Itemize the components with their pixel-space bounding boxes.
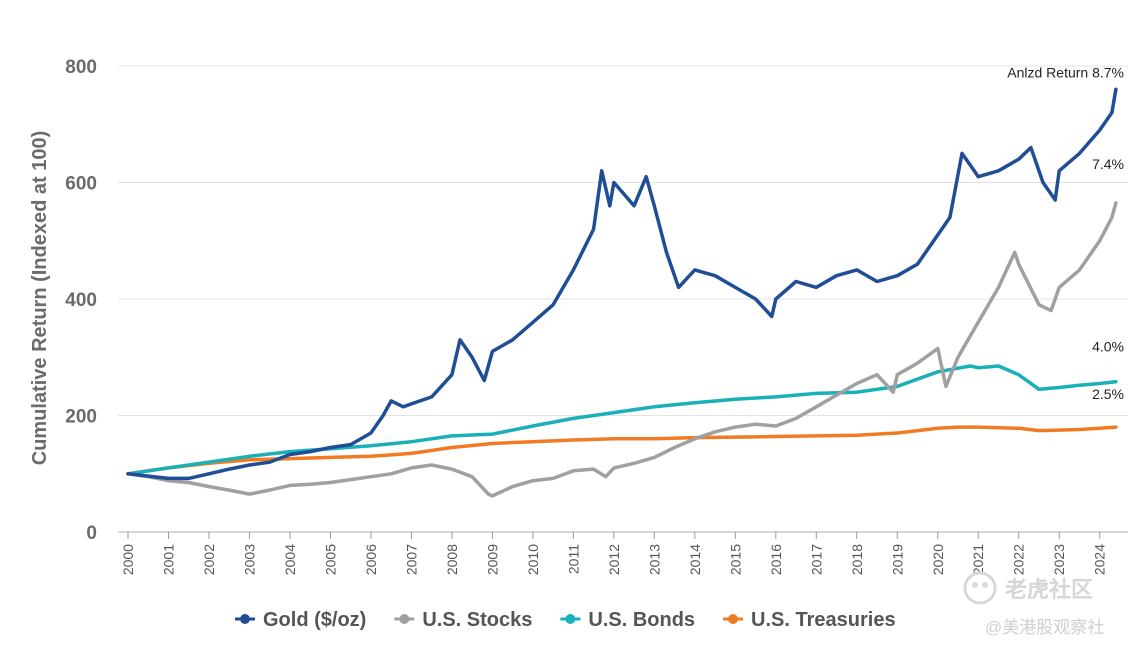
watermark-logo-icon — [963, 571, 997, 605]
x-tick-label: 2020 — [930, 544, 946, 575]
series-line-gold-oz — [126, 87, 1118, 481]
watermark-handle: @美港股观察社 — [985, 618, 1104, 637]
legend-marker — [399, 614, 410, 624]
y-tick-label: 0 — [86, 523, 97, 544]
x-tick-label: 2021 — [970, 544, 986, 575]
series-line-u-s-stocks — [126, 201, 1118, 498]
x-tick-label: 2013 — [646, 544, 662, 575]
x-tick-label: 2015 — [727, 544, 743, 575]
y-tick-label: 600 — [65, 174, 97, 195]
x-tick-label: 2022 — [1011, 544, 1027, 575]
x-tick-label: 2007 — [403, 544, 419, 575]
x-tick-label: 2004 — [282, 544, 298, 575]
x-tick-label: 2005 — [322, 544, 338, 575]
legend-item: U.S. Bonds — [560, 609, 695, 631]
x-tick-label: 2014 — [687, 544, 703, 575]
x-tick-label: 2001 — [160, 544, 176, 575]
legend-label: U.S. Stocks — [422, 609, 532, 631]
legend-item: U.S. Stocks — [394, 609, 532, 631]
grid-lines — [118, 65, 1128, 533]
x-tick-label: 2011 — [565, 544, 581, 574]
end-label: 2.5% — [1092, 386, 1124, 402]
end-label: Anlzd Return 8.7% — [1007, 64, 1124, 80]
legend-label: Gold ($/oz) — [263, 609, 366, 631]
watermark-logo-text: 老虎社区 — [1004, 577, 1093, 602]
legend-label: U.S. Treasuries — [751, 609, 896, 631]
y-axis-ticks: 0 200 400 600 800 — [65, 57, 97, 544]
end-label: 7.4% — [1092, 156, 1124, 172]
x-tick-label: 2019 — [889, 544, 905, 575]
y-tick-label: 200 — [65, 407, 97, 428]
x-tick-label: 2009 — [484, 544, 500, 575]
y-tick-label: 800 — [65, 57, 97, 78]
x-tick-label: 2008 — [444, 544, 460, 575]
legend-marker — [728, 614, 739, 624]
legend-item: U.S. Treasuries — [723, 609, 896, 631]
legend-label: U.S. Bonds — [588, 609, 695, 631]
x-tick-label: 2018 — [849, 544, 865, 575]
end-labels: Anlzd Return 8.7% 7.4% 4.0% 2.5% — [1007, 64, 1124, 402]
y-axis-label: Cumulative Return (Indexed at 100) — [29, 131, 51, 466]
x-tick-label: 2016 — [768, 544, 784, 575]
series-lines — [126, 87, 1118, 498]
end-label: 4.0% — [1092, 339, 1124, 355]
x-tick-label: 2017 — [808, 544, 824, 575]
x-tick-label: 2024 — [1092, 544, 1108, 575]
x-tick-label: 2010 — [525, 544, 541, 575]
x-axis-ticks: 2000 2001 2002 2003 2004 2005 2006 2007 2008 2009… — [120, 532, 1108, 575]
legend-marker — [565, 614, 576, 624]
watermark: 老虎社区 @美港股观察社 — [963, 571, 1104, 637]
legend-marker — [240, 614, 250, 624]
x-tick-label: 2012 — [606, 544, 622, 575]
y-tick-label: 400 — [65, 290, 97, 311]
x-tick-label: 2000 — [120, 544, 136, 575]
x-tick-label: 2023 — [1051, 544, 1067, 575]
legend: Gold ($/oz) U.S. Stocks U.S. Bonds U.S. Tre… — [235, 609, 896, 631]
x-tick-label: 2006 — [363, 544, 379, 575]
x-tick-label: 2002 — [201, 544, 217, 575]
legend-item: Gold ($/oz) — [235, 609, 366, 631]
x-tick-label: 2003 — [241, 544, 257, 575]
